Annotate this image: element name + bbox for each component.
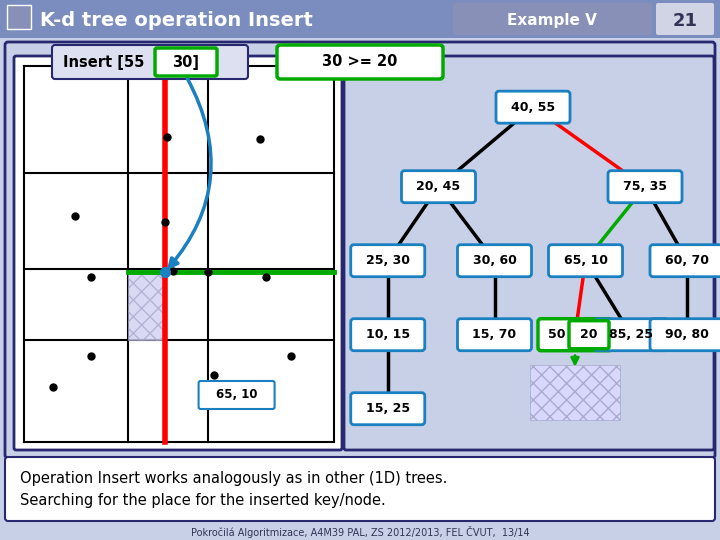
FancyBboxPatch shape bbox=[351, 319, 425, 350]
FancyBboxPatch shape bbox=[155, 48, 217, 76]
Text: 40, 55: 40, 55 bbox=[511, 100, 555, 113]
Text: 85, 25: 85, 25 bbox=[609, 328, 653, 341]
FancyBboxPatch shape bbox=[52, 45, 248, 79]
FancyBboxPatch shape bbox=[5, 42, 715, 458]
Text: 30]: 30] bbox=[173, 55, 199, 70]
Bar bbox=[530, 364, 620, 420]
Text: 65, 10: 65, 10 bbox=[216, 388, 257, 402]
FancyBboxPatch shape bbox=[5, 457, 715, 521]
FancyBboxPatch shape bbox=[549, 245, 623, 276]
FancyBboxPatch shape bbox=[351, 393, 425, 424]
FancyBboxPatch shape bbox=[569, 321, 609, 349]
Bar bbox=[128, 272, 165, 341]
FancyBboxPatch shape bbox=[14, 56, 342, 450]
FancyBboxPatch shape bbox=[608, 171, 682, 202]
Text: Insert [55: Insert [55 bbox=[63, 55, 145, 70]
Bar bbox=[0, 0, 720, 38]
Text: 30 >= 20: 30 >= 20 bbox=[323, 55, 397, 70]
Text: Operation Insert works analogously as in other (1D) trees.: Operation Insert works analogously as in… bbox=[20, 470, 447, 485]
FancyBboxPatch shape bbox=[351, 245, 425, 276]
FancyBboxPatch shape bbox=[344, 56, 714, 450]
Text: 50: 50 bbox=[548, 328, 566, 341]
FancyBboxPatch shape bbox=[457, 319, 531, 350]
Text: 90, 80: 90, 80 bbox=[665, 328, 709, 341]
Text: 15, 70: 15, 70 bbox=[472, 328, 516, 341]
FancyBboxPatch shape bbox=[7, 5, 31, 29]
Text: 20, 45: 20, 45 bbox=[416, 180, 461, 193]
FancyBboxPatch shape bbox=[496, 91, 570, 123]
FancyBboxPatch shape bbox=[457, 245, 531, 276]
Text: Pokročilá Algoritmizace, A4M39 PAL, ZS 2012/2013, FEL ČVUT,  13/14: Pokročilá Algoritmizace, A4M39 PAL, ZS 2… bbox=[191, 526, 529, 538]
Text: 15, 25: 15, 25 bbox=[366, 402, 410, 415]
Text: 30, 60: 30, 60 bbox=[472, 254, 516, 267]
Text: 25, 30: 25, 30 bbox=[366, 254, 410, 267]
Text: Example V: Example V bbox=[507, 14, 597, 29]
FancyBboxPatch shape bbox=[277, 45, 443, 79]
FancyBboxPatch shape bbox=[656, 3, 714, 35]
Text: 21: 21 bbox=[672, 12, 698, 30]
FancyBboxPatch shape bbox=[199, 381, 274, 409]
Text: K-d tree operation Insert: K-d tree operation Insert bbox=[40, 11, 313, 30]
FancyBboxPatch shape bbox=[402, 171, 475, 202]
Text: 75, 35: 75, 35 bbox=[623, 180, 667, 193]
FancyBboxPatch shape bbox=[650, 245, 720, 276]
FancyBboxPatch shape bbox=[650, 319, 720, 350]
Text: 65, 10: 65, 10 bbox=[564, 254, 608, 267]
FancyBboxPatch shape bbox=[453, 3, 652, 35]
Text: 10, 15: 10, 15 bbox=[366, 328, 410, 341]
Text: 60, 70: 60, 70 bbox=[665, 254, 709, 267]
FancyArrowPatch shape bbox=[169, 78, 211, 267]
FancyBboxPatch shape bbox=[594, 319, 668, 350]
Text: Searching for the place for the inserted key/node.: Searching for the place for the inserted… bbox=[20, 492, 386, 508]
Text: 20: 20 bbox=[580, 328, 598, 341]
FancyBboxPatch shape bbox=[538, 319, 612, 350]
